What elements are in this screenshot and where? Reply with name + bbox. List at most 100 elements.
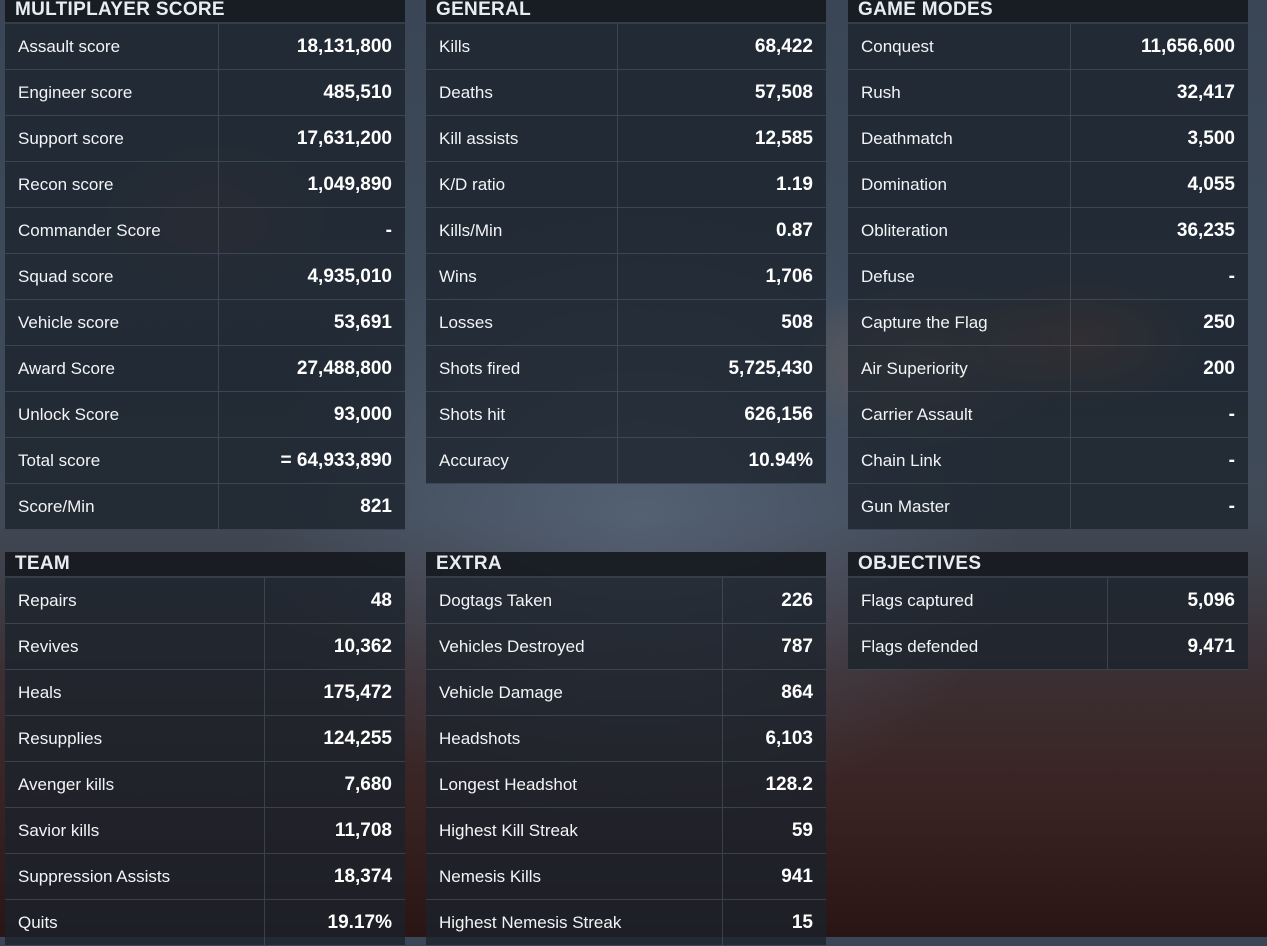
stat-row: Assault score 18,131,800 <box>5 24 405 70</box>
stat-label: Award Score <box>5 346 219 391</box>
multiplayer-score-rows: Assault score 18,131,800 Engineer score 485… <box>5 24 405 530</box>
stat-label: Vehicle score <box>5 300 219 345</box>
stat-row: Defuse - <box>848 254 1248 300</box>
stat-label: Kill assists <box>426 116 618 161</box>
stat-row: Resupplies 124,255 <box>5 716 405 762</box>
stat-value: 1.19 <box>776 174 813 195</box>
team-title: TEAM <box>5 552 405 578</box>
stat-value: 11,708 <box>334 820 392 841</box>
objectives-panel: OBJECTIVES Flags captured 5,096 Flags defe… <box>848 552 1248 670</box>
stat-value: 1,049,890 <box>307 174 392 195</box>
stat-row: Carrier Assault - <box>848 392 1248 438</box>
stat-label: Suppression Assists <box>5 854 265 899</box>
stat-value: 18,374 <box>333 866 392 887</box>
multiplayer-score-panel: MULTIPLAYER SCORE Assault score 18,131,80… <box>5 0 405 530</box>
stat-label: Longest Headshot <box>426 762 723 807</box>
stat-label: Engineer score <box>5 70 219 115</box>
stat-label: Rush <box>848 70 1071 115</box>
stat-label: Carrier Assault <box>848 392 1071 437</box>
stat-label: Vehicle Damage <box>426 670 723 715</box>
stat-row: Dogtags Taken 226 <box>426 578 826 624</box>
stat-value: 787 <box>781 636 813 657</box>
stat-value: 59 <box>791 820 813 841</box>
stat-label: Dogtags Taken <box>426 578 723 623</box>
stat-row: Commander Score - <box>5 208 405 254</box>
stat-label: Resupplies <box>5 716 265 761</box>
stat-value: 128.2 <box>765 774 813 795</box>
stat-row: Rush 32,417 <box>848 70 1248 116</box>
general-title: GENERAL <box>426 0 826 24</box>
team-rows: Repairs 48 Revives 10,362 Heals 175,472 Resupp… <box>5 578 405 946</box>
stat-label: Squad score <box>5 254 219 299</box>
multiplayer-score-title: MULTIPLAYER SCORE <box>5 0 405 24</box>
stat-row: Recon score 1,049,890 <box>5 162 405 208</box>
stat-value: 626,156 <box>744 404 813 425</box>
stat-label: Domination <box>848 162 1071 207</box>
stat-label: Capture the Flag <box>848 300 1071 345</box>
stat-value: 15 <box>791 912 813 933</box>
stat-row: Unlock Score 93,000 <box>5 392 405 438</box>
stat-label: Obliteration <box>848 208 1071 253</box>
stat-label: Chain Link <box>848 438 1071 483</box>
stat-row: Conquest 11,656,600 <box>848 24 1248 70</box>
stat-value: 941 <box>781 866 813 887</box>
stat-value: 36,235 <box>1176 220 1235 241</box>
objectives-rows: Flags captured 5,096 Flags defended 9,471 <box>848 578 1248 670</box>
stat-row: Squad score 4,935,010 <box>5 254 405 300</box>
stat-label: Deaths <box>426 70 618 115</box>
stat-label: Deathmatch <box>848 116 1071 161</box>
stat-row: Air Superiority 200 <box>848 346 1248 392</box>
stat-value: 3,500 <box>1187 128 1235 149</box>
stat-row: Capture the Flag 250 <box>848 300 1248 346</box>
stat-row: Engineer score 485,510 <box>5 70 405 116</box>
stat-label: Revives <box>5 624 265 669</box>
stat-label: Commander Score <box>5 208 219 253</box>
stat-label: Flags defended <box>848 624 1108 669</box>
stat-value: 17,631,200 <box>296 128 392 149</box>
stat-value: 9,471 <box>1187 636 1235 657</box>
game-modes-title: GAME MODES <box>848 0 1248 24</box>
stat-label: Heals <box>5 670 265 715</box>
stat-label: Air Superiority <box>848 346 1071 391</box>
stat-row: Losses 508 <box>426 300 826 346</box>
stat-value: 200 <box>1203 358 1235 379</box>
stat-row: Revives 10,362 <box>5 624 405 670</box>
stat-label: Avenger kills <box>5 762 265 807</box>
stat-value: 864 <box>781 682 813 703</box>
stat-row: Highest Nemesis Streak 15 <box>426 900 826 946</box>
stat-label: Defuse <box>848 254 1071 299</box>
stat-label: Total score <box>5 438 219 483</box>
stat-value: 27,488,800 <box>296 358 392 379</box>
stat-value: 508 <box>781 312 813 333</box>
stat-value: - <box>1228 450 1235 471</box>
stat-row: Vehicles Destroyed 787 <box>426 624 826 670</box>
stat-label: Recon score <box>5 162 219 207</box>
stat-value: 57,508 <box>754 82 813 103</box>
stat-label: Support score <box>5 116 219 161</box>
stat-row: Repairs 48 <box>5 578 405 624</box>
general-rows: Kills 68,422 Deaths 57,508 Kill assists 12,58… <box>426 24 826 484</box>
stat-row: Vehicle score 53,691 <box>5 300 405 346</box>
stat-value: 1,706 <box>765 266 813 287</box>
stat-value: 10.94% <box>748 450 813 471</box>
stat-label: Highest Kill Streak <box>426 808 723 853</box>
stat-row: Shots hit 626,156 <box>426 392 826 438</box>
stat-value: 48 <box>370 590 392 611</box>
stat-row: Heals 175,472 <box>5 670 405 716</box>
stat-label: Nemesis Kills <box>426 854 723 899</box>
stat-row: Accuracy 10.94% <box>426 438 826 484</box>
extra-rows: Dogtags Taken 226 Vehicles Destroyed 787 Veh… <box>426 578 826 946</box>
stat-value: 124,255 <box>323 728 392 749</box>
stat-value: 5,725,430 <box>728 358 813 379</box>
stat-row: Total score = 64,933,890 <box>5 438 405 484</box>
stat-label: Conquest <box>848 24 1071 69</box>
stat-row: Headshots 6,103 <box>426 716 826 762</box>
stat-value: 7,680 <box>344 774 392 795</box>
extra-panel: EXTRA Dogtags Taken 226 Vehicles Destroyed… <box>426 552 826 946</box>
stat-value: = 64,933,890 <box>280 450 392 471</box>
stat-row: Obliteration 36,235 <box>848 208 1248 254</box>
stat-value: - <box>1228 404 1235 425</box>
stat-row: Shots fired 5,725,430 <box>426 346 826 392</box>
stat-label: Vehicles Destroyed <box>426 624 723 669</box>
stat-row: Longest Headshot 128.2 <box>426 762 826 808</box>
